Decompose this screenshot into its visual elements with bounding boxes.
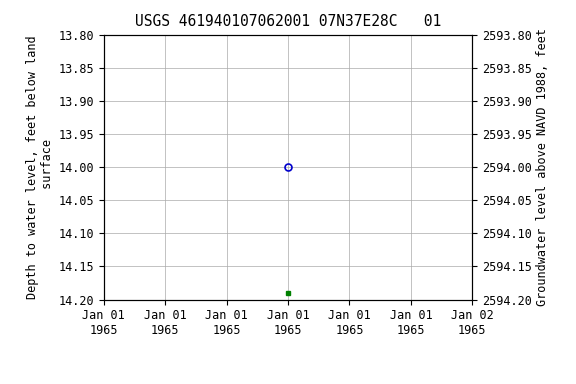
Title: USGS 461940107062001 07N37E28C   01: USGS 461940107062001 07N37E28C 01 [135,14,441,29]
Y-axis label: Depth to water level, feet below land
 surface: Depth to water level, feet below land su… [26,35,54,299]
Y-axis label: Groundwater level above NAVD 1988, feet: Groundwater level above NAVD 1988, feet [536,28,549,306]
Legend: Period of approved data: Period of approved data [185,382,391,384]
